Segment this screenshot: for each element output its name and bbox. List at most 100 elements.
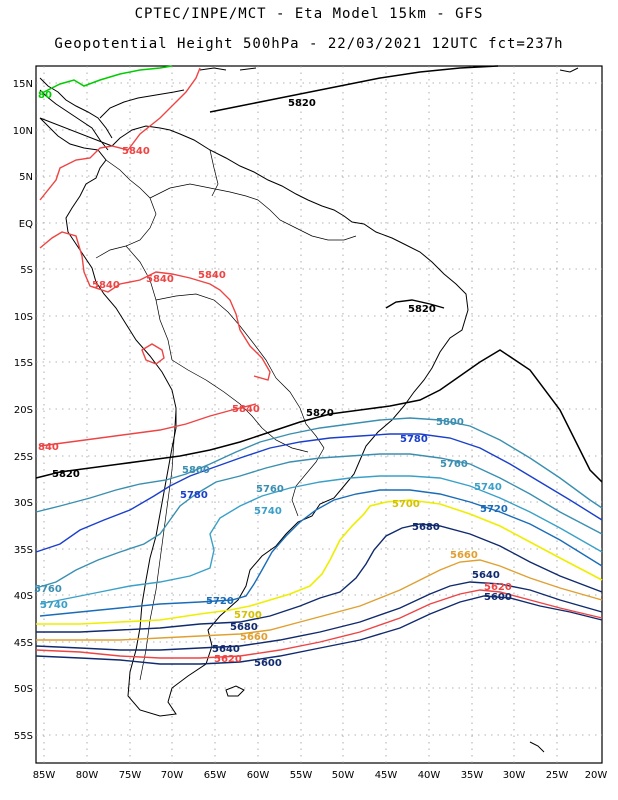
falkland-islands xyxy=(225,685,245,697)
lon-label: 20W xyxy=(585,770,608,781)
contour-label-5840: 5840 xyxy=(146,274,174,285)
border-line xyxy=(155,293,277,379)
lon-label: 50W xyxy=(332,770,355,781)
contour-label-5820: 5820 xyxy=(306,408,334,419)
contour-5840-south xyxy=(39,403,257,447)
contour-label-5800: 5800 xyxy=(182,465,210,476)
contour-label-5620: 5620 xyxy=(214,654,242,665)
border-line xyxy=(171,359,263,429)
contour-label-5820: 5820 xyxy=(288,98,316,109)
contour-label-5680: 5680 xyxy=(412,522,440,533)
contour-5620 xyxy=(35,589,603,659)
latitude-labels: 15N 10N 5N EQ 5S 10S 15S 20S 25S 30S 35S… xyxy=(13,79,33,742)
lon-label: 30W xyxy=(503,770,526,781)
contour-5660 xyxy=(36,559,603,641)
caribbean-islands xyxy=(199,67,579,73)
coastlines xyxy=(39,67,579,753)
lon-label: 45W xyxy=(375,770,398,781)
contour-label-5720: 5720 xyxy=(480,504,508,515)
contour-label-5600: 5600 xyxy=(254,658,282,669)
contour-label-5660: 5660 xyxy=(450,550,478,561)
contour-5780 xyxy=(35,433,603,553)
contour-label-5760: 5760 xyxy=(256,484,284,495)
contour-5600 xyxy=(35,595,603,665)
contour-5740 xyxy=(39,475,603,605)
title-line-1: CPTEC/INPE/MCT - Eta Model 15km - GFS xyxy=(134,6,484,22)
south-georgia-islands xyxy=(529,741,545,753)
contour-5880 xyxy=(43,65,173,93)
lon-label: 70W xyxy=(161,770,184,781)
lon-label: 80W xyxy=(76,770,99,781)
contour-label-5620: 5620 xyxy=(484,582,512,593)
contour-5760 xyxy=(35,453,603,589)
contour-5640 xyxy=(35,581,603,651)
lon-label: 85W xyxy=(33,770,56,781)
south-america-coastline xyxy=(39,89,469,717)
lon-label: 75W xyxy=(119,770,142,781)
contour-5800 xyxy=(35,417,603,513)
contour-label-5740: 5740 xyxy=(254,506,282,517)
contour-label-5880: 80 xyxy=(38,90,52,101)
contour-label-5780: 5780 xyxy=(400,434,428,445)
border-line xyxy=(95,159,157,259)
title-line-2: Geopotential Height 500hPa - 22/03/2021 … xyxy=(54,36,564,52)
border-line xyxy=(149,183,259,201)
lon-label: 65W xyxy=(204,770,227,781)
lat-label: 45S xyxy=(14,638,33,649)
border-line xyxy=(291,447,325,517)
lat-label: 10S xyxy=(14,312,33,323)
contour-label-5800: 5800 xyxy=(436,417,464,428)
border-line xyxy=(209,149,219,197)
contour-5700 xyxy=(36,499,603,625)
map-frame xyxy=(35,65,603,764)
border-line xyxy=(257,199,357,241)
lat-label: 5S xyxy=(20,265,33,276)
lon-label: 25W xyxy=(546,770,569,781)
contour-label-5820: 5820 xyxy=(408,304,436,315)
contour-5680 xyxy=(36,523,603,633)
contour-label-5820: 5820 xyxy=(52,469,80,480)
contour-label-5740: 5740 xyxy=(474,482,502,493)
contour-label-5760: 5760 xyxy=(440,459,468,470)
lat-label: 15N xyxy=(13,79,33,90)
lon-label: 40W xyxy=(418,770,441,781)
contour-5840-west xyxy=(39,231,271,381)
contour-5820-north xyxy=(209,65,499,113)
height-contours xyxy=(35,65,603,665)
contour-label-5700: 5700 xyxy=(234,610,262,621)
lat-label: 40S xyxy=(14,591,33,602)
lat-label: 30S xyxy=(14,498,33,509)
border-line xyxy=(139,407,177,681)
contour-label-5740: 5740 xyxy=(40,600,68,611)
lat-label: 25S xyxy=(14,452,33,463)
contour-label-5840: 5840 xyxy=(122,146,150,157)
lat-label: 5N xyxy=(19,172,33,183)
contour-label-5600: 5600 xyxy=(484,592,512,603)
contour-label-5720: 5720 xyxy=(206,596,234,607)
contour-label-5760: 5760 xyxy=(34,584,62,595)
lat-label: 15S xyxy=(14,358,33,369)
lon-label: 35W xyxy=(461,770,484,781)
country-borders xyxy=(95,149,357,681)
lat-label: 50S xyxy=(14,684,33,695)
lat-label: 20S xyxy=(14,405,33,416)
contour-5720 xyxy=(39,489,603,617)
lat-label: 35S xyxy=(14,545,33,556)
contour-label-5700: 5700 xyxy=(392,499,420,510)
lat-label: EQ xyxy=(19,219,33,230)
lat-label: 55S xyxy=(14,731,33,742)
border-line xyxy=(125,245,173,361)
contour-label-5660: 5660 xyxy=(240,632,268,643)
contour-label-5840: 840 xyxy=(38,442,59,453)
lat-label: 10N xyxy=(13,126,33,137)
contour-label-5840: 5840 xyxy=(92,280,120,291)
contour-label-5680: 5680 xyxy=(230,622,258,633)
lon-label: 60W xyxy=(247,770,270,781)
contour-5840-north xyxy=(39,67,201,201)
longitude-labels: 85W 80W 75W 70W 65W 60W 55W 50W 45W 40W … xyxy=(33,770,608,781)
contour-label-5840: 5840 xyxy=(232,404,260,415)
contour-label-5840: 5840 xyxy=(198,270,226,281)
lon-label: 55W xyxy=(290,770,313,781)
border-line xyxy=(275,377,325,449)
